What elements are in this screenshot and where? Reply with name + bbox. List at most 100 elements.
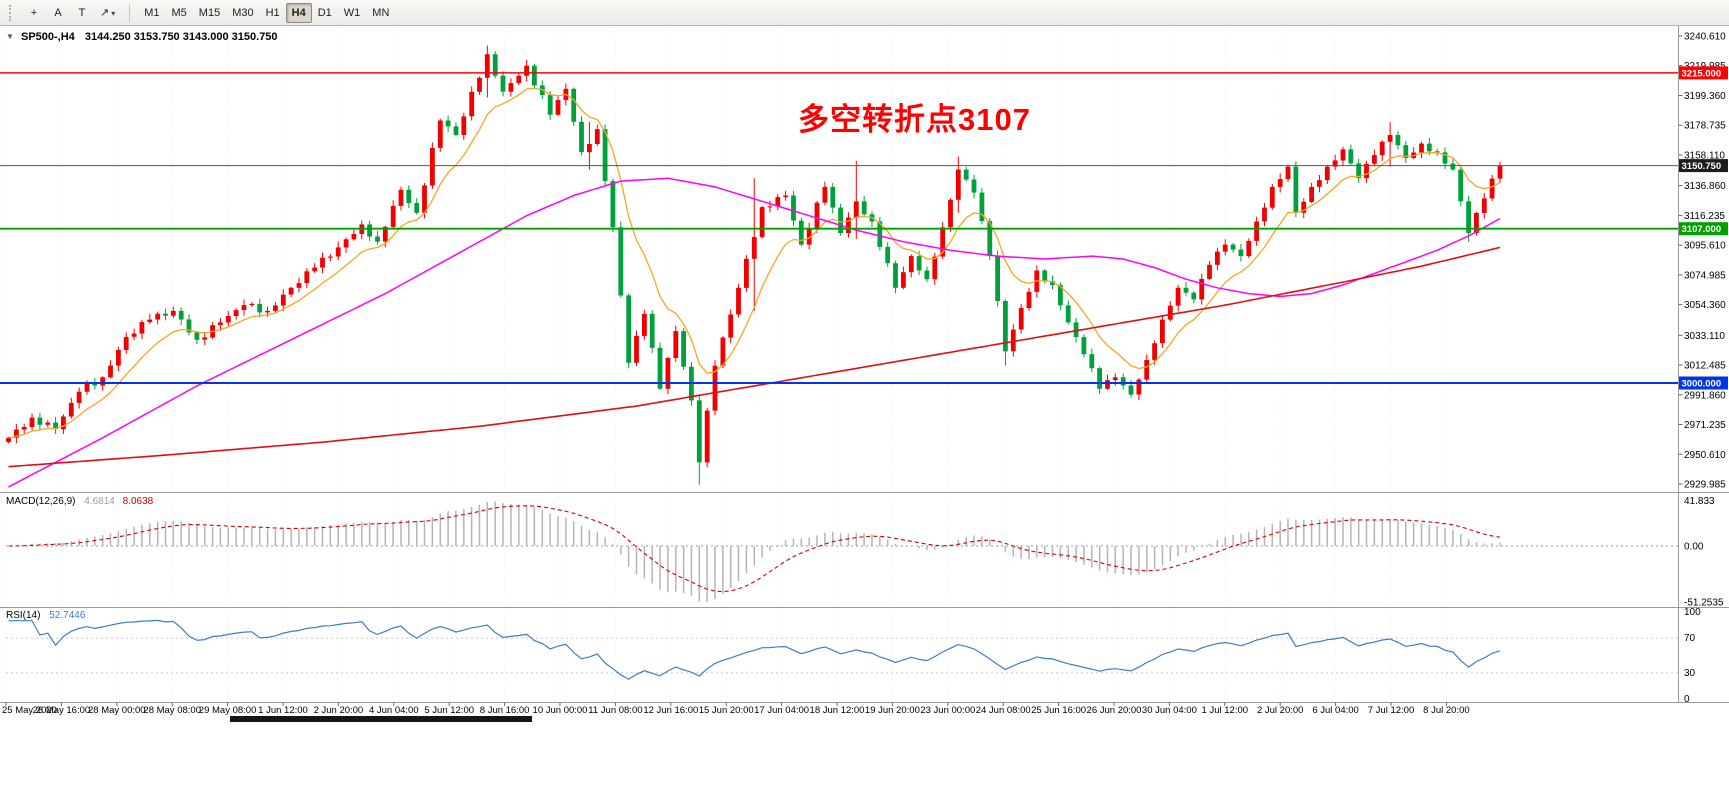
crosshair-button[interactable]: + — [22, 3, 46, 23]
svg-text:3107.000: 3107.000 — [1682, 224, 1722, 235]
timeframe-m30-button[interactable]: M30 — [226, 3, 259, 23]
price-tag-3000.000: 3000.000 — [1679, 376, 1728, 390]
price-axis-label: 2991.860 — [1684, 390, 1726, 401]
timeframe-mn-button[interactable]: MN — [366, 3, 395, 23]
timeframe-m5-button[interactable]: M5 — [166, 3, 193, 23]
current-price-tag: 3150.750 — [1679, 159, 1728, 173]
time-axis-label: 5 Jun 12:00 — [424, 705, 474, 716]
vertical-gridlines — [5, 28, 1447, 700]
rsi-axis-label: 100 — [1684, 607, 1701, 618]
ma-fast-orange-line — [8, 87, 1501, 439]
price-axis-label: 2929.985 — [1684, 480, 1726, 491]
toolbar-grip[interactable] — [9, 4, 15, 21]
price-axis-label: 3012.485 — [1684, 361, 1726, 372]
time-axis-label: 2 Jun 20:00 — [314, 705, 364, 716]
ma-slow-red-line — [8, 246, 1501, 468]
chart-annotation-text: 多空转折点3107 — [798, 102, 1031, 137]
macd-histogram — [15, 501, 1501, 602]
time-axis-label: 17 Jun 04:00 — [754, 705, 809, 716]
chevron-down-icon: ▾ — [111, 8, 116, 18]
ohlc-readout: 3144.250 3153.750 3143.000 3150.750 — [84, 31, 278, 43]
price-axis-label: 3199.360 — [1684, 91, 1726, 102]
price-axis-label: 3178.735 — [1684, 121, 1726, 132]
collapse-chart-icon[interactable]: ▼ — [6, 32, 14, 41]
price-axis-label: 3074.985 — [1684, 270, 1726, 281]
macd-axis-label: 0.00 — [1684, 542, 1704, 553]
price-axis-label: 3033.110 — [1684, 331, 1725, 342]
macd-axis[interactable]: 41.833 0.00 -51.2535 — [1684, 496, 1724, 609]
macd-signal-value: 8.0638 — [122, 496, 154, 507]
macd-signal-line — [8, 505, 1501, 593]
time-axis-label: 6 Jul 04:00 — [1312, 705, 1358, 716]
time-axis-label: 24 Jun 08:00 — [976, 705, 1031, 716]
ma-mid-magenta-line — [8, 177, 1501, 488]
rsi-axis-label: 0 — [1684, 694, 1690, 705]
rsi-axis-label: 70 — [1684, 633, 1696, 644]
drawing-tools-group: + A T ↗ ▾ — [22, 3, 121, 23]
price-tag-3215.000: 3215.000 — [1679, 66, 1728, 80]
rsi-indicator-label: RSI(14) 52.7446 — [6, 610, 85, 621]
svg-text:3150.750: 3150.750 — [1682, 161, 1722, 172]
time-axis-label: 28 May 00:00 — [88, 705, 146, 716]
time-axis-label: 1 Jul 12:00 — [1202, 705, 1248, 716]
svg-text:3215.000: 3215.000 — [1682, 68, 1722, 79]
price-axis-label: 3158.110 — [1684, 151, 1725, 162]
price-axis[interactable]: 3240.6103219.9853199.3603178.7353158.110… — [1678, 32, 1727, 491]
indicator-arrow-button[interactable]: ↗ ▾ — [94, 3, 121, 23]
timeframe-d1-button[interactable]: D1 — [312, 3, 338, 23]
timeframe-m1-button[interactable]: M1 — [138, 3, 165, 23]
time-axis-label: 18 Jun 12:00 — [810, 705, 865, 716]
time-axis-label: 1 Jun 12:00 — [258, 705, 308, 716]
svg-text:3000.000: 3000.000 — [1682, 379, 1722, 390]
time-axis-label: 19 Jun 20:00 — [865, 705, 920, 716]
rsi-value: 52.7446 — [49, 610, 86, 621]
time-axis-label: 7 Jul 12:00 — [1368, 705, 1414, 716]
rsi-name: RSI(14) — [6, 610, 41, 621]
time-axis-label: 4 Jun 04:00 — [369, 705, 419, 716]
toolbar-separator — [129, 3, 131, 22]
rsi-line — [8, 619, 1501, 680]
time-axis-label: 23 Jun 00:00 — [920, 705, 975, 716]
time-axis-label: 8 Jul 20:00 — [1423, 705, 1469, 716]
rsi-axis[interactable]: 100 70 30 0 — [1684, 607, 1701, 705]
price-axis-label: 3054.360 — [1684, 300, 1726, 311]
timeframe-m15-button[interactable]: M15 — [193, 3, 226, 23]
price-axis-label: 2950.610 — [1684, 450, 1726, 461]
toolbar: + A T ↗ ▾ M1 M5 M15 M30 H1 H4 D1 W1 MN — [0, 0, 1729, 26]
annotation-letter-button[interactable]: A — [46, 3, 70, 23]
time-axis-label: 2 Jul 20:00 — [1257, 705, 1303, 716]
text-tool-button[interactable]: T — [70, 3, 94, 23]
time-axis-label: 15 Jun 20:00 — [699, 705, 754, 716]
candles-layer[interactable] — [6, 45, 1503, 485]
macd-axis-label: 41.833 — [1684, 496, 1715, 507]
time-axis-label: 25 Jun 16:00 — [1031, 705, 1086, 716]
rsi-axis-label: 30 — [1684, 668, 1696, 679]
price-axis-label: 2971.235 — [1684, 420, 1726, 431]
macd-indicator-label: MACD(12,26,9) 4.6814 8.0638 — [6, 496, 153, 507]
time-axis-label: 10 Jun 00:00 — [533, 705, 588, 716]
bottom-scrollbar[interactable] — [230, 716, 532, 722]
time-axis-label: 28 May 08:00 — [143, 705, 201, 716]
price-axis-label: 3136.860 — [1684, 181, 1726, 192]
time-axis-label: 26 Jun 20:00 — [1087, 705, 1142, 716]
timeframe-h1-button[interactable]: H1 — [260, 3, 286, 23]
price-axis-label: 3240.610 — [1684, 32, 1726, 43]
time-axis-label: 12 Jun 16:00 — [643, 705, 698, 716]
time-axis-label: 8 Jun 16:00 — [480, 705, 530, 716]
macd-axis-label: -51.2535 — [1684, 598, 1724, 609]
time-axis-label: 25 May 2020 — [2, 705, 57, 716]
price-tag-3107.000: 3107.000 — [1679, 222, 1728, 236]
timeframe-group: M1 M5 M15 M30 H1 H4 D1 W1 MN — [138, 2, 395, 23]
price-axis-label: 3095.610 — [1684, 241, 1726, 252]
timeframe-w1-button[interactable]: W1 — [338, 3, 367, 23]
time-axis-label: 29 May 08:00 — [199, 705, 257, 716]
time-axis-label: 26 May 16:00 — [33, 705, 91, 716]
macd-main-value: 4.6814 — [84, 496, 115, 507]
time-axis-label: 11 Jun 08:00 — [588, 705, 642, 716]
timeframe-h4-button[interactable]: H4 — [285, 2, 312, 23]
macd-name: MACD(12,26,9) — [6, 496, 76, 507]
time-axis-label: 30 Jun 04:00 — [1142, 705, 1197, 716]
